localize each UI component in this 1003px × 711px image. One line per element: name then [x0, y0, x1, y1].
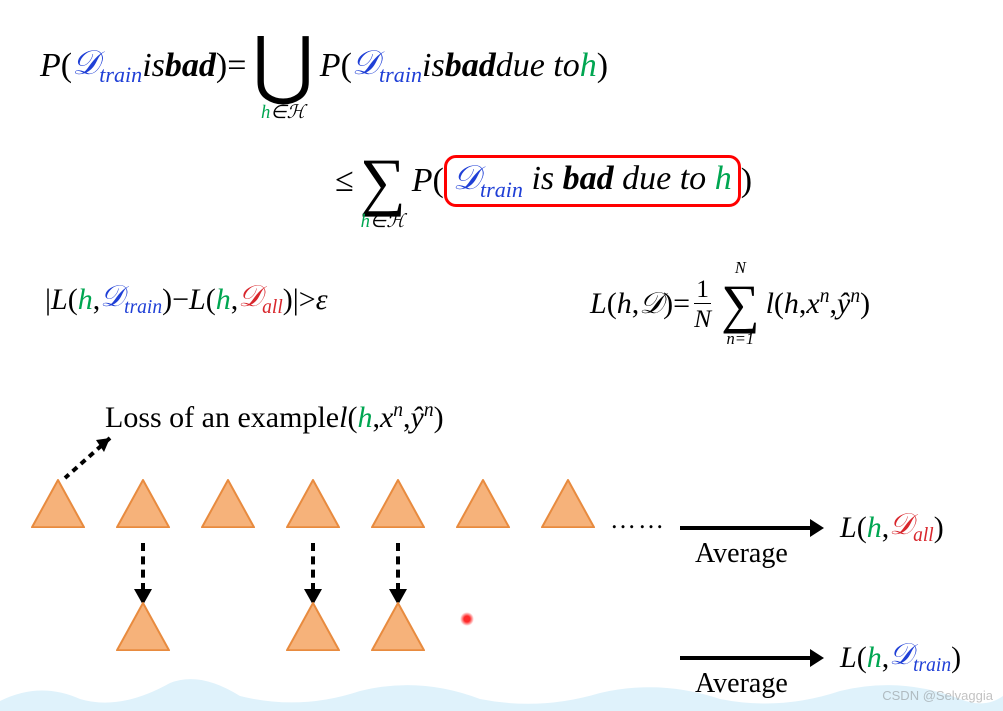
triangle-icon — [285, 478, 341, 533]
sym-gt: > — [299, 283, 316, 317]
paren-close3: ) — [741, 162, 752, 200]
sym-leq: ≤ — [335, 162, 354, 200]
sym-Dtrain: 𝒟train — [72, 45, 142, 88]
paren-open3: ( — [433, 162, 444, 200]
triangle-icon — [285, 601, 341, 656]
equation-union: P ( 𝒟train is bad ) = ⋃ h∈ℋ P ( 𝒟train i… — [40, 10, 608, 122]
equation-sum-bound: ≤ ∑ h∈ℋ P ( 𝒟train is bad due to h ) — [335, 130, 752, 232]
sym-eps: ε — [316, 283, 328, 317]
sym-L1: L — [51, 283, 68, 317]
result-L-Dall: L ( h , 𝒟all ) — [840, 508, 944, 547]
big-sigma: ∑ h∈ℋ — [360, 130, 406, 232]
equation-gap: | L ( h , 𝒟train ) − L ( h , 𝒟all ) | > … — [45, 280, 328, 319]
sym-h: h — [580, 47, 597, 85]
big-union: ⋃ h∈ℋ — [252, 10, 313, 122]
text-due: due to — [496, 47, 580, 85]
arrow-average-all-head — [810, 519, 824, 537]
triangle-icon — [115, 601, 171, 656]
triangle-icon — [370, 601, 426, 656]
text-is2: is — [422, 47, 445, 85]
text-bad2: bad — [445, 47, 496, 85]
sym-P3: P — [412, 162, 433, 200]
paren-open2: ( — [341, 47, 352, 85]
watermark: CSDN @Selvaggia — [882, 688, 993, 703]
label-average-1: Average — [695, 538, 788, 570]
triangle-icon — [115, 478, 171, 533]
sym-P: P — [40, 47, 61, 85]
paren-close: ) — [216, 47, 227, 85]
dashed-arrow-icon — [311, 543, 315, 591]
wave-decoration — [0, 671, 1003, 711]
paren-close2: ) — [597, 47, 608, 85]
triangle-icon — [30, 478, 86, 533]
arrow-average-train-head — [810, 649, 824, 667]
red-highlight-box: 𝒟train is bad due to h — [444, 155, 741, 208]
dashed-arrow-icon — [141, 543, 145, 591]
fraction: 1 N — [694, 276, 711, 332]
paren-open: ( — [61, 47, 72, 85]
equation-empirical-loss: L ( h , 𝒟 ) = 1 N N ∑ n=1 l ( h , xn , ŷ… — [590, 260, 870, 347]
sym-Dtrain2: 𝒟train — [352, 45, 422, 88]
label-loss-example: Loss of an example l ( h , xn , ŷn ) — [105, 400, 444, 435]
text-is: is — [142, 47, 165, 85]
arrow-average-train — [680, 656, 810, 660]
triangle-icon — [540, 478, 596, 533]
triangle-icon — [455, 478, 511, 533]
text-bad: bad — [165, 47, 216, 85]
ellipsis: …… — [610, 505, 666, 535]
arrow-average-all — [680, 526, 810, 530]
dashed-arrow-icon — [396, 543, 400, 591]
sym-equals: = — [227, 47, 246, 85]
sym-P2: P — [320, 47, 341, 85]
triangle-icon — [370, 478, 426, 533]
triangle-icon — [200, 478, 256, 533]
laser-pointer-icon — [460, 612, 474, 626]
sym-L2: L — [189, 283, 206, 317]
big-sigma2: N ∑ n=1 — [721, 260, 760, 347]
